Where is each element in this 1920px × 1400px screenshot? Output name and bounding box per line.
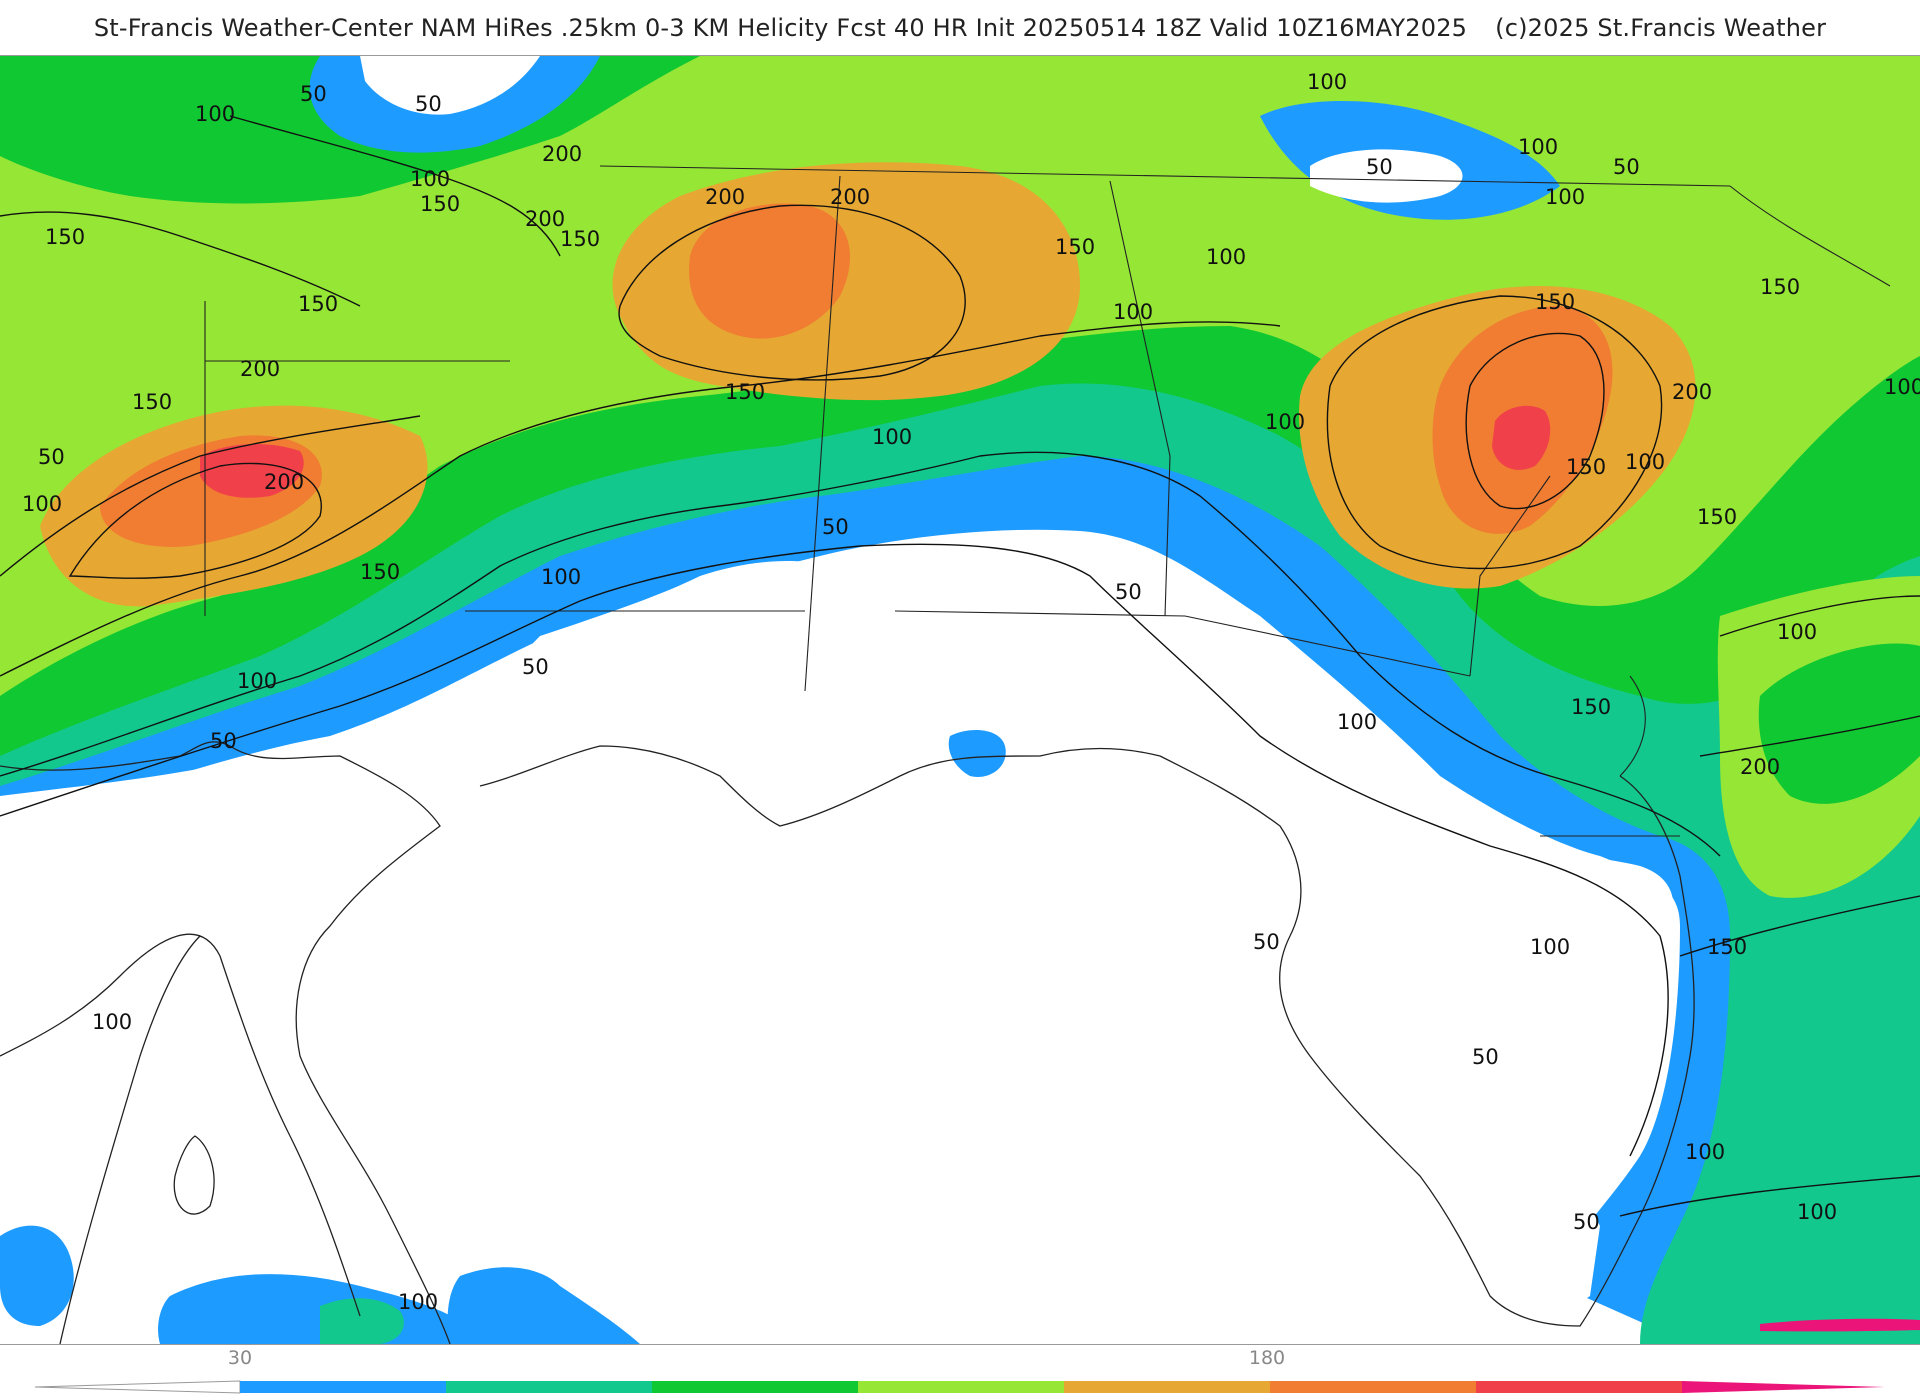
contour-label: 100 <box>195 102 235 126</box>
colorbar-segment <box>1270 1381 1477 1393</box>
geography-lines <box>0 165 1891 1344</box>
contour-label: 200 <box>264 470 304 494</box>
contour-labels: 50 50 100 150 200 100 150 200 150 150 20… <box>22 70 1920 1314</box>
contour-label: 100 <box>1307 70 1347 94</box>
contour-label: 200 <box>240 357 280 381</box>
contour-label: 50 <box>1573 1210 1600 1234</box>
contour-label: 100 <box>1625 450 1665 474</box>
contour-label: 200 <box>525 207 565 231</box>
contour-label: 50 <box>38 445 65 469</box>
contour-label: 100 <box>1337 710 1377 734</box>
contour-label: 50 <box>522 655 549 679</box>
contour-label: 100 <box>22 492 62 516</box>
contour-label: 150 <box>560 227 600 251</box>
colorbar: 30 180 <box>0 1345 1920 1400</box>
contour-label: 100 <box>1206 245 1246 269</box>
contour-label: 150 <box>1055 235 1095 259</box>
contour-label: 100 <box>92 1010 132 1034</box>
colorbar-segments <box>240 1381 1683 1393</box>
contour-label: 100 <box>410 167 450 191</box>
contour-label: 50 <box>210 729 237 753</box>
copyright-text: (c)2025 St.Francis Weather <box>1495 14 1827 42</box>
contour-label: 150 <box>1707 935 1747 959</box>
contour-label: 100 <box>1777 620 1817 644</box>
colorbar-segment <box>1064 1381 1271 1393</box>
contour-label: 150 <box>298 292 338 316</box>
colorbar-right-arrow <box>1682 1381 1885 1393</box>
contour-label: 100 <box>541 565 581 589</box>
colorbar-segment <box>1476 1381 1683 1393</box>
contour-label: 150 <box>45 225 85 249</box>
colorbar-tick-label: 30 <box>227 1347 253 1369</box>
colorbar-segment <box>240 1381 447 1393</box>
contour-label: 150 <box>1535 290 1575 314</box>
contour-label: 50 <box>1253 930 1280 954</box>
contour-label: 50 <box>1366 155 1393 179</box>
helicity-contours <box>0 115 1920 1217</box>
contour-label: 200 <box>1740 755 1780 779</box>
contour-label: 50 <box>300 82 327 106</box>
contour-label: 150 <box>1571 695 1611 719</box>
contour-label: 50 <box>1115 580 1142 604</box>
contour-label: 150 <box>725 380 765 404</box>
colorbar-segment <box>652 1381 859 1393</box>
contour-label: 200 <box>1672 380 1712 404</box>
contour-label: 150 <box>1566 455 1606 479</box>
contour-label: 100 <box>1685 1140 1725 1164</box>
contour-label: 50 <box>822 515 849 539</box>
helicity-fill <box>0 56 1920 1344</box>
map-canvas: 50 50 100 150 200 100 150 200 150 150 20… <box>0 56 1920 1344</box>
contour-label: 100 <box>1530 935 1570 959</box>
colorbar-tick-label: 180 <box>1248 1347 1286 1369</box>
title-text: St-Francis Weather-Center NAM HiRes .25k… <box>93 14 1468 42</box>
contour-label: 100 <box>398 1290 438 1314</box>
contour-label: 100 <box>1518 135 1558 159</box>
colorbar-scale <box>34 1380 1885 1394</box>
contour-label: 150 <box>132 390 172 414</box>
contour-label: 200 <box>705 185 745 209</box>
contour-label: 100 <box>237 669 277 693</box>
contour-label: 100 <box>872 425 912 449</box>
helicity-map: 50 50 100 150 200 100 150 200 150 150 20… <box>0 55 1920 1345</box>
colorbar-segment <box>446 1381 653 1393</box>
contour-label: 200 <box>542 142 582 166</box>
contour-label: 200 <box>830 185 870 209</box>
contour-label: 100 <box>1797 1200 1837 1224</box>
contour-label: 150 <box>1760 275 1800 299</box>
contour-label: 50 <box>1472 1045 1499 1069</box>
contour-label: 50 <box>1613 155 1640 179</box>
colorbar-segment <box>858 1381 1065 1393</box>
contour-label: 150 <box>420 192 460 216</box>
contour-label: 100 <box>1113 300 1153 324</box>
map-title: St-Francis Weather-Center NAM HiRes .25k… <box>0 14 1920 42</box>
contour-label: 50 <box>415 92 442 116</box>
colorbar-left-arrow <box>34 1380 241 1394</box>
contour-label: 100 <box>1265 410 1305 434</box>
contour-label: 100 <box>1884 375 1920 399</box>
contour-label: 100 <box>1545 185 1585 209</box>
contour-label: 150 <box>1697 505 1737 529</box>
contour-label: 150 <box>360 560 400 584</box>
